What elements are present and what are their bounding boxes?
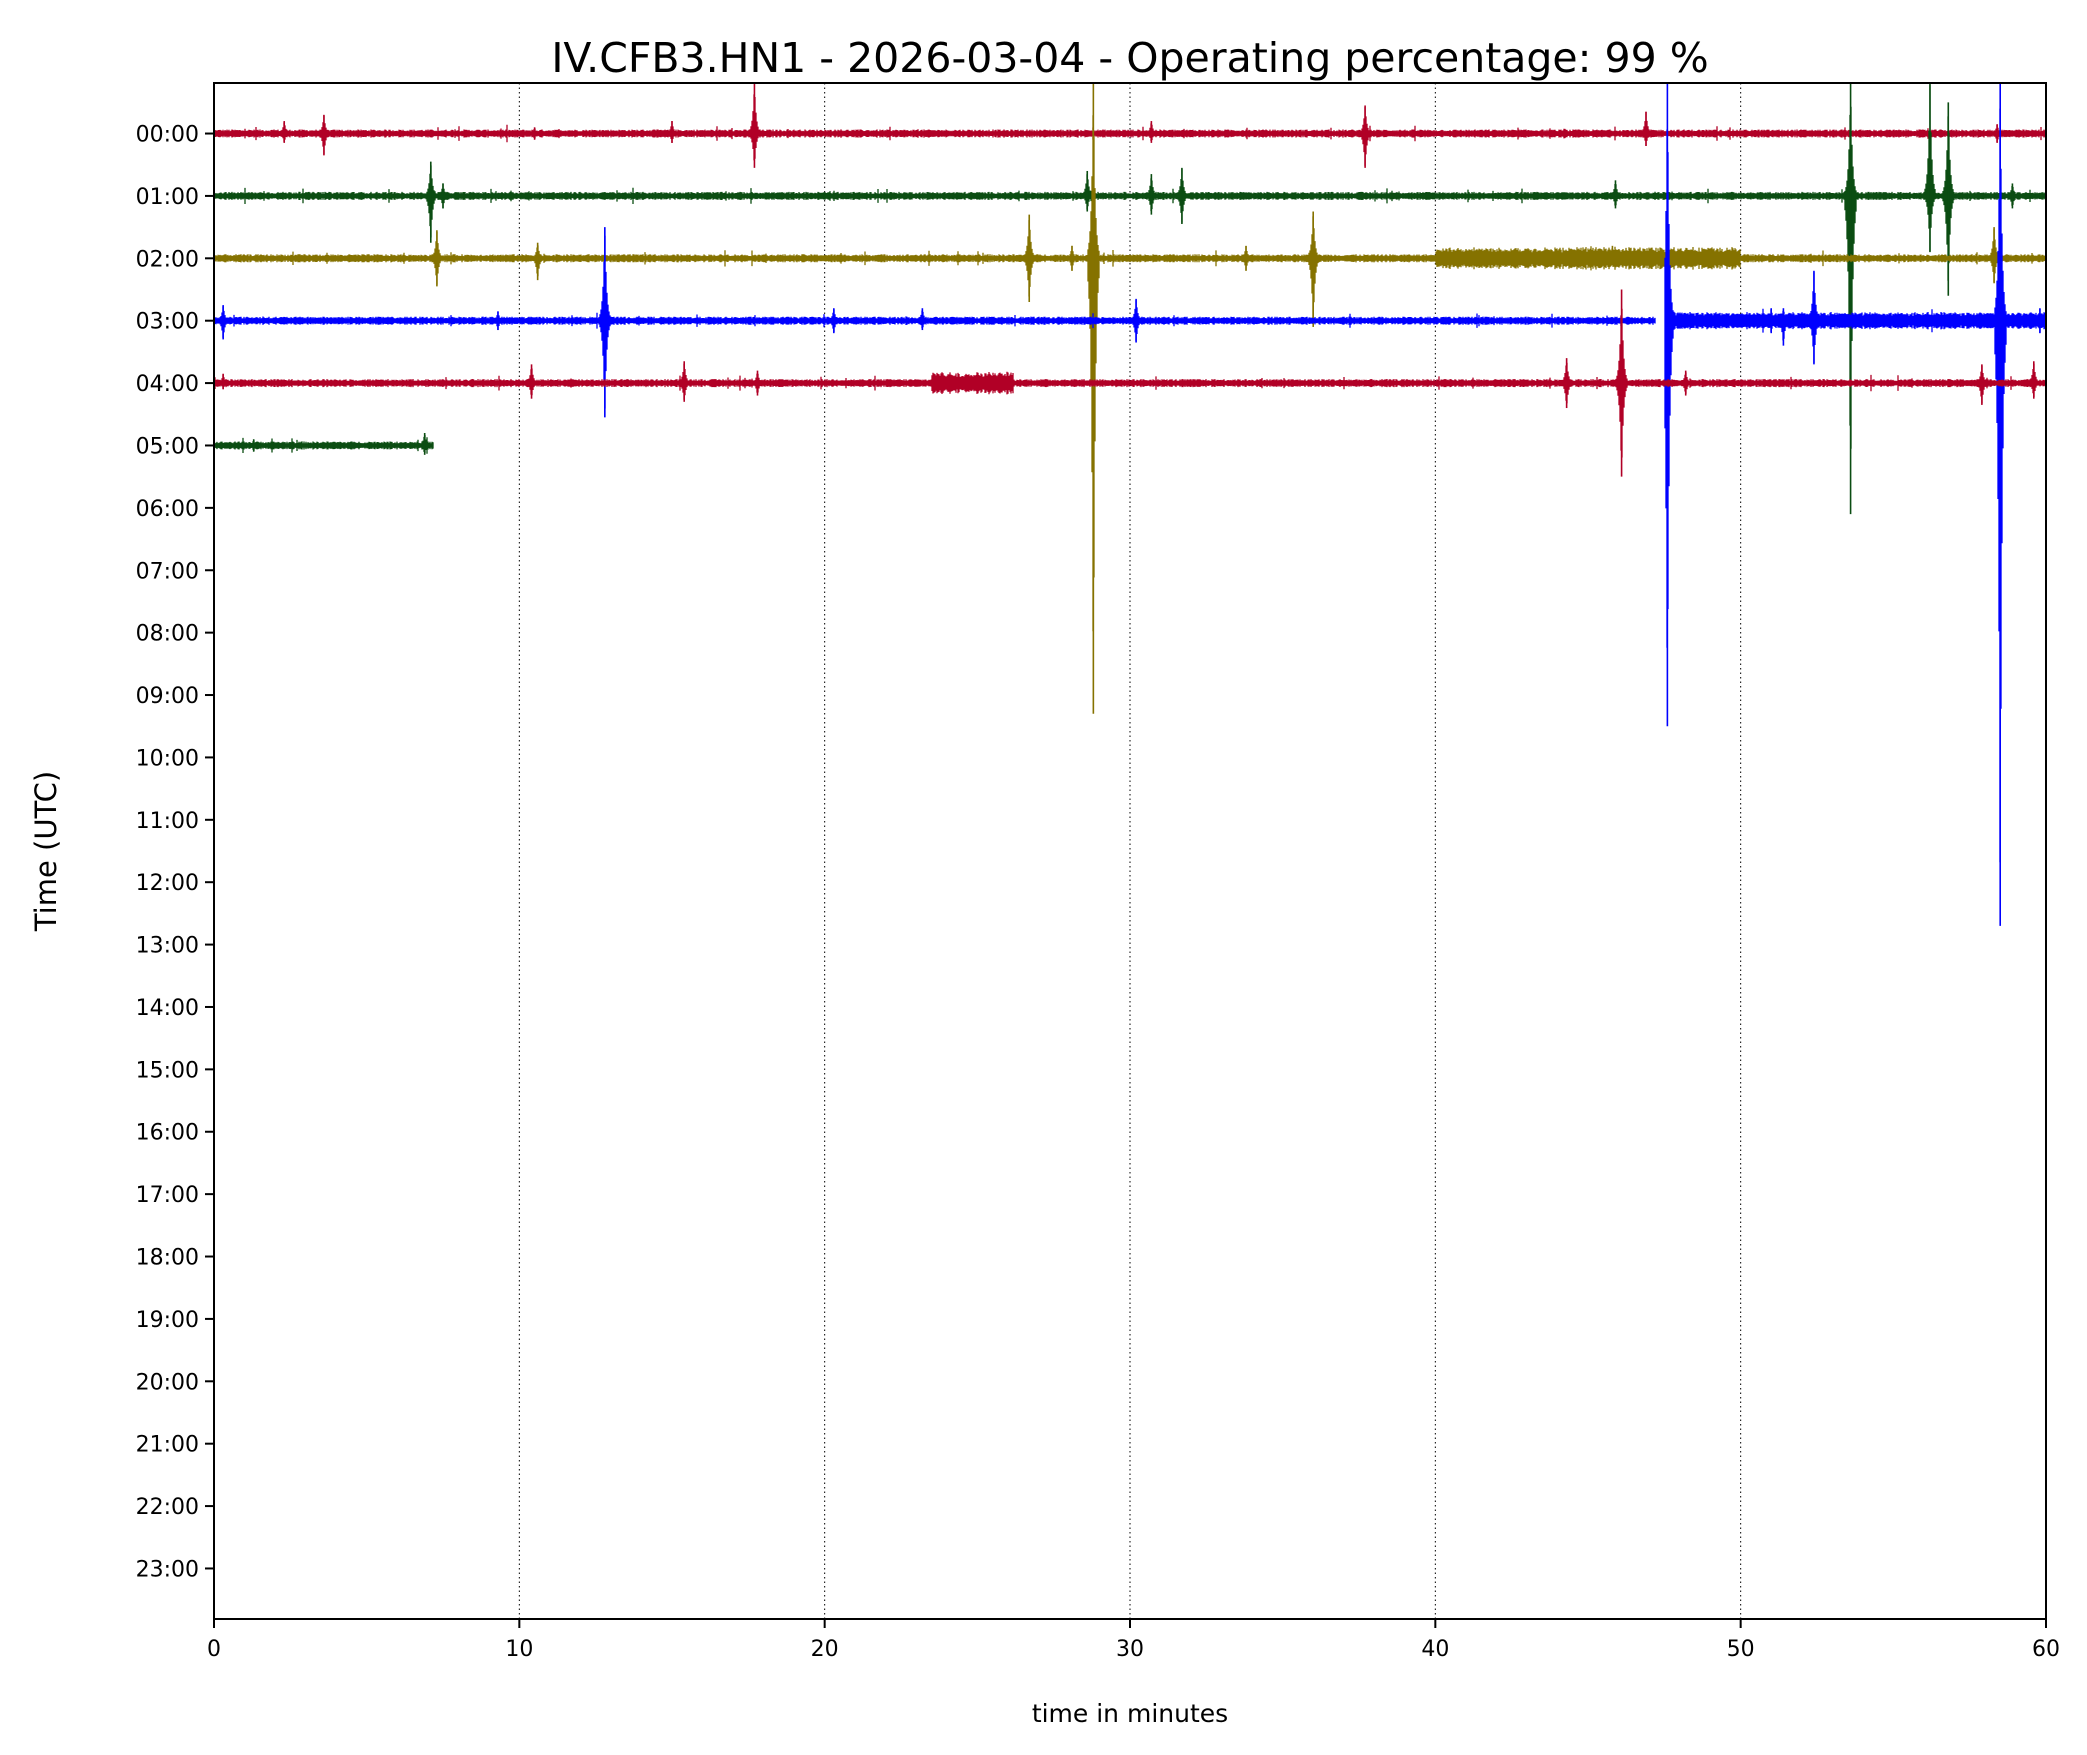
waveform: [214, 94, 2046, 166]
y-tick-label: 13:00: [136, 934, 199, 959]
x-tick-label: 60: [2032, 1637, 2060, 1662]
y-tick-label: 06:00: [136, 497, 199, 522]
x-axis: 0 10 20 30 40 50 60: [207, 1619, 2060, 1662]
y-tick-label: 23:00: [136, 1557, 199, 1582]
traces: [214, 83, 2046, 926]
waveform: [214, 115, 2046, 632]
x-axis-label: time in minutes: [1032, 1699, 1228, 1728]
y-tick-label: 02:00: [136, 247, 199, 272]
y-tick-label: 15:00: [136, 1058, 199, 1083]
y-tick-label: 09:00: [136, 684, 199, 709]
y-tick-label: 20:00: [136, 1370, 199, 1395]
y-tick-label: 16:00: [136, 1121, 199, 1146]
y-tick-label: 19:00: [136, 1308, 199, 1333]
trace-04: [214, 289, 2046, 477]
waveform: [214, 85, 2046, 449]
y-tick-label: 12:00: [136, 871, 199, 896]
x-tick-label: 40: [1421, 1637, 1449, 1662]
y-tick-label: 00:00: [136, 123, 199, 148]
x-tick-label: 30: [1116, 1637, 1144, 1662]
y-axis: 00:00 01:00 02:00 03:00 04:00 05:00 06:00 07:00…: [136, 123, 214, 1582]
y-tick-label: 14:00: [136, 996, 199, 1021]
trace-02: [214, 83, 2046, 714]
y-tick-label: 07:00: [136, 559, 199, 584]
grid-lines: [518, 83, 1742, 1619]
y-tick-label: 03:00: [136, 310, 199, 335]
trace-01: [214, 83, 2046, 515]
trace-05: [214, 432, 434, 455]
trace-00: [214, 83, 2046, 168]
y-tick-label: 18:00: [136, 1246, 199, 1271]
trace-03: [214, 83, 2046, 926]
x-tick-label: 0: [207, 1637, 221, 1662]
waveform: [214, 308, 2046, 458]
y-tick-label: 21:00: [136, 1433, 199, 1458]
x-tick-label: 10: [505, 1637, 533, 1662]
x-tick-label: 50: [1727, 1637, 1755, 1662]
y-tick-label: 08:00: [136, 622, 199, 647]
y-tick-label: 11:00: [136, 809, 199, 834]
y-tick-label: 05:00: [136, 434, 199, 459]
waveform: [214, 108, 2046, 863]
waveform: [214, 435, 434, 454]
y-axis-label: Time (UTC): [29, 771, 63, 932]
y-tick-label: 17:00: [136, 1183, 199, 1208]
y-tick-label: 01:00: [136, 185, 199, 210]
y-tick-label: 10:00: [136, 746, 199, 771]
y-tick-label: 04:00: [136, 372, 199, 397]
chart-title: IV.CFB3.HN1 - 2026-03-04 - Operating per…: [551, 34, 1708, 82]
y-tick-label: 22:00: [136, 1495, 199, 1520]
x-tick-label: 20: [811, 1637, 839, 1662]
